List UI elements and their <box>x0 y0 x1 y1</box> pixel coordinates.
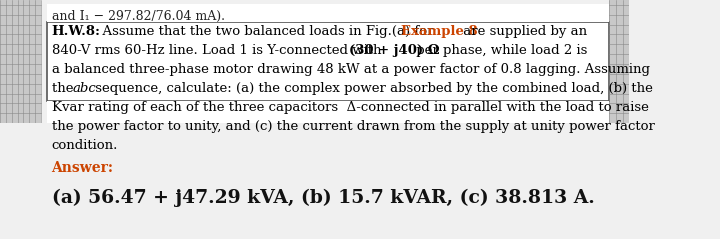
Text: and I₁ − 297.82/76.04 mA).: and I₁ − 297.82/76.04 mA). <box>52 10 225 23</box>
Bar <box>0 21 12 25</box>
Bar <box>0 87 12 90</box>
Bar <box>0 0 12 4</box>
Text: 840-V rms 60-Hz line. Load 1 is Y-connected with: 840-V rms 60-Hz line. Load 1 is Y-connec… <box>52 44 385 57</box>
Bar <box>0 115 12 119</box>
Bar <box>0 33 12 37</box>
Text: H.W.8:: H.W.8: <box>52 25 101 38</box>
Bar <box>0 107 12 111</box>
Bar <box>0 29 12 33</box>
Bar <box>0 4 12 8</box>
Bar <box>0 91 12 94</box>
Bar <box>0 78 12 82</box>
Text: abc: abc <box>73 82 96 95</box>
Text: Kvar rating of each of the three capacitors  Δ-connected in parallel with the lo: Kvar rating of each of the three capacit… <box>52 101 649 114</box>
Bar <box>0 54 12 58</box>
FancyBboxPatch shape <box>48 4 609 22</box>
Bar <box>0 41 12 45</box>
Text: the power factor to unity, and (c) the current drawn from the supply at unity po: the power factor to unity, and (c) the c… <box>52 120 654 133</box>
Bar <box>0 111 12 115</box>
Bar <box>0 103 12 107</box>
Bar <box>0 119 12 123</box>
Text: Example 8: Example 8 <box>401 25 477 38</box>
FancyBboxPatch shape <box>48 22 609 101</box>
Text: (a) 56.47 + j47.29 kVA, (b) 15.7 kVAR, (c) 38.813 A.: (a) 56.47 + j47.29 kVA, (b) 15.7 kVAR, (… <box>52 189 594 207</box>
Bar <box>0 45 12 49</box>
Bar <box>0 37 12 41</box>
Bar <box>0 12 12 16</box>
Text: sequence, calculate: (a) the complex power absorbed by the combined load, (b) th: sequence, calculate: (a) the complex pow… <box>91 82 653 95</box>
Text: are supplied by an: are supplied by an <box>459 25 588 38</box>
Text: the: the <box>52 82 77 95</box>
FancyBboxPatch shape <box>0 0 41 123</box>
Bar <box>0 82 12 86</box>
Bar <box>0 70 12 74</box>
Bar <box>0 74 12 78</box>
FancyBboxPatch shape <box>609 0 629 123</box>
Bar <box>0 25 12 29</box>
Text: condition.: condition. <box>52 139 118 152</box>
Bar <box>0 8 12 12</box>
Text: (30 + j40) Ω: (30 + j40) Ω <box>349 44 440 57</box>
Bar <box>0 58 12 62</box>
Text: Answer:: Answer: <box>52 161 114 175</box>
Bar <box>0 95 12 98</box>
Bar <box>0 49 12 53</box>
Bar <box>0 16 12 21</box>
FancyBboxPatch shape <box>48 101 609 123</box>
Bar <box>0 66 12 70</box>
Text: Assume that the two balanced loads in Fig.(a) for: Assume that the two balanced loads in Fi… <box>94 25 438 38</box>
Text: per phase, while load 2 is: per phase, while load 2 is <box>413 44 588 57</box>
Text: a balanced three-phase motor drawing 48 kW at a power factor of 0.8 lagging. Ass: a balanced three-phase motor drawing 48 … <box>52 63 649 76</box>
Bar <box>0 99 12 103</box>
Bar <box>0 62 12 66</box>
